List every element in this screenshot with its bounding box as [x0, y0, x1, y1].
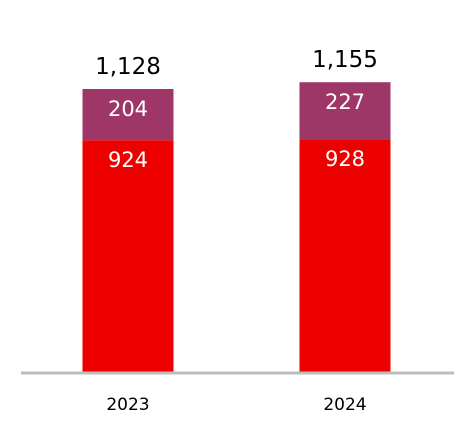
bar-segment-2024-1 [299, 82, 391, 140]
segment-label-2023-1: 204 [108, 97, 148, 121]
segment-label-2024-0: 928 [325, 147, 365, 171]
bar-segment-2024-0 [299, 139, 391, 372]
tick-label-2023: 2023 [106, 395, 149, 415]
segment-label-2023-0: 924 [108, 148, 148, 172]
bars-group [82, 82, 391, 372]
x-axis-ticks: 2023 2024 [106, 395, 366, 415]
total-label-2024: 1,155 [312, 47, 378, 73]
bar-segment-2023-1 [82, 89, 174, 141]
bar-segment-2023-0 [82, 140, 174, 372]
total-label-2023: 1,128 [95, 54, 161, 80]
tick-label-2024: 2024 [323, 395, 366, 415]
labels-group: 924 204 1,128 928 227 1,155 [95, 47, 378, 172]
segment-label-2024-1: 227 [325, 90, 365, 114]
